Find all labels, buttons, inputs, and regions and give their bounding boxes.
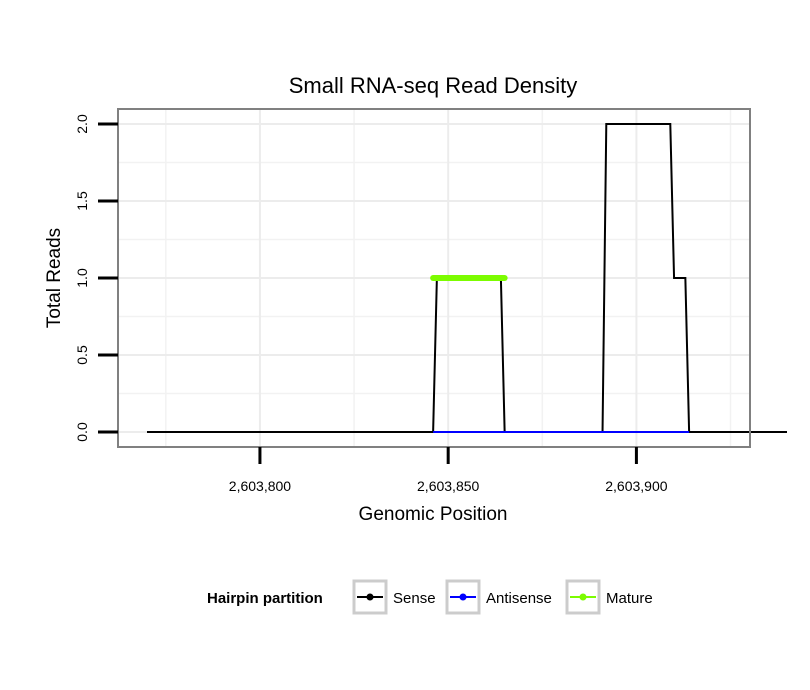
legend-key-point [459, 593, 467, 601]
chart-title: Small RNA-seq Read Density [289, 73, 578, 98]
y-tick-label: 2.0 [74, 114, 90, 134]
y-tick-label: 0.0 [74, 422, 90, 442]
y-axis-title: Total Reads [44, 228, 65, 328]
x-axis: 2,603,800 2,603,850 2,603,900 [229, 447, 668, 494]
legend-key-point [366, 593, 374, 601]
x-tick-label: 2,603,850 [417, 478, 479, 494]
legend-title: Hairpin partition [207, 590, 323, 607]
legend-key-point [579, 593, 587, 601]
series-line-sense [147, 123, 787, 433]
y-axis: 0.0 0.5 1.0 1.5 2.0 [74, 114, 118, 442]
y-tick-label: 1.5 [74, 191, 90, 211]
x-axis-title: Genomic Position [359, 504, 508, 525]
x-tick-label: 2,603,900 [605, 478, 667, 494]
legend-label-sense: Sense [393, 590, 436, 607]
y-tick-label: 0.5 [74, 345, 90, 365]
series-layer [147, 123, 787, 433]
legend-label-mature: Mature [606, 590, 653, 607]
legend-label-antisense: Antisense [486, 590, 552, 607]
y-tick-label: 1.0 [74, 268, 90, 288]
x-tick-label: 2,603,800 [229, 478, 291, 494]
legend: Hairpin partition Sense Antisense Mature [207, 579, 653, 615]
